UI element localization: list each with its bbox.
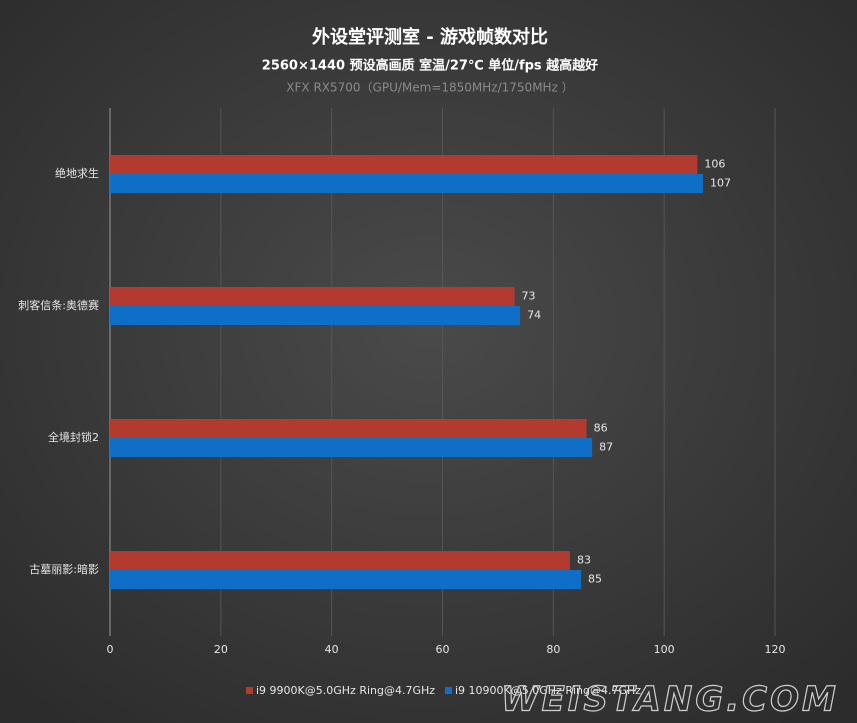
watermark: WEISTANG.COM [501,680,839,720]
data-label: 85 [588,573,602,586]
legend-swatch [445,687,452,694]
data-label: 86 [594,422,608,435]
bar [110,306,521,325]
y-tick-label: 全境封锁2 [48,430,99,444]
x-tick-label: 0 [107,643,114,656]
data-label: 73 [522,290,536,303]
bar [110,174,703,193]
chart-subtitle: 2560×1440 预设高画质 室温/27℃ 单位/fps 越高越好 [262,58,598,74]
data-label: 106 [704,158,725,171]
data-label: 87 [599,441,613,454]
x-tick-label: 20 [214,643,228,656]
bar [110,551,570,570]
bar [110,287,515,306]
y-tick-label: 绝地求生 [55,166,99,180]
y-tick-label: 古墓丽影:暗影 [29,562,99,576]
x-tick-label: 60 [436,643,450,656]
bar [110,438,593,457]
bar [110,419,587,438]
bar [110,155,698,174]
legend-label: i9 9900K@5.0GHz Ring@4.7GHz [256,684,435,697]
x-tick-label: 80 [546,643,560,656]
x-tick-label: 120 [765,643,786,656]
legend-label: i9 10900K@5.0GHz Ring@4.7GHz [455,684,641,697]
bar [110,570,582,589]
data-label: 74 [527,309,541,322]
y-tick-label: 刺客信条:奥德赛 [18,298,99,312]
x-tick-label: 100 [654,643,675,656]
x-tick-label: 40 [325,643,339,656]
chart-note: XFX RX5700（GPU/Mem=1850MHz/1750MHz ） [286,81,573,95]
chart-title: 外设堂评测室 - 游戏帧数对比 [312,26,548,48]
data-label: 83 [577,554,591,567]
legend-swatch [246,687,253,694]
data-label: 107 [710,177,731,190]
